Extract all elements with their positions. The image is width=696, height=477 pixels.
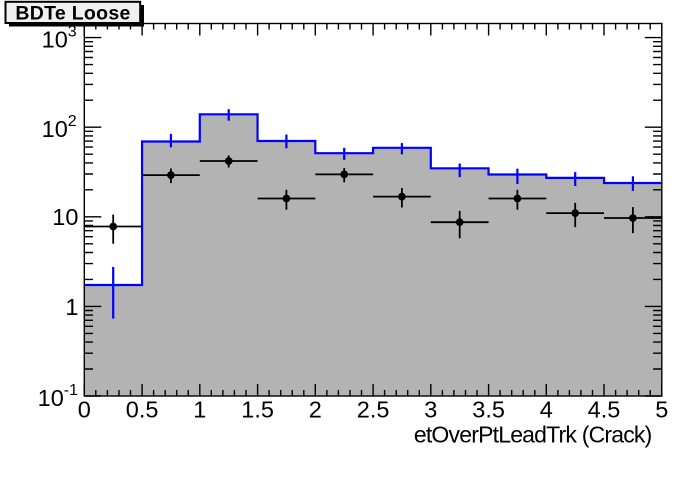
svg-text:etOverPtLeadTrk (Crack): etOverPtLeadTrk (Crack) bbox=[414, 422, 652, 448]
svg-text:2.5: 2.5 bbox=[357, 397, 390, 423]
svg-text:3: 3 bbox=[424, 397, 437, 423]
svg-text:1: 1 bbox=[193, 397, 206, 423]
svg-text:1: 1 bbox=[65, 294, 78, 320]
svg-text:0.5: 0.5 bbox=[126, 397, 159, 423]
svg-text:3.5: 3.5 bbox=[472, 397, 505, 423]
svg-text:5: 5 bbox=[655, 397, 668, 423]
svg-text:BDTe Loose: BDTe Loose bbox=[15, 3, 130, 25]
svg-text:2: 2 bbox=[309, 397, 322, 423]
svg-text:1.5: 1.5 bbox=[241, 397, 274, 423]
svg-text:4.5: 4.5 bbox=[588, 397, 621, 423]
svg-text:0: 0 bbox=[78, 397, 91, 423]
svg-text:4: 4 bbox=[540, 397, 553, 423]
svg-text:10: 10 bbox=[52, 204, 78, 230]
